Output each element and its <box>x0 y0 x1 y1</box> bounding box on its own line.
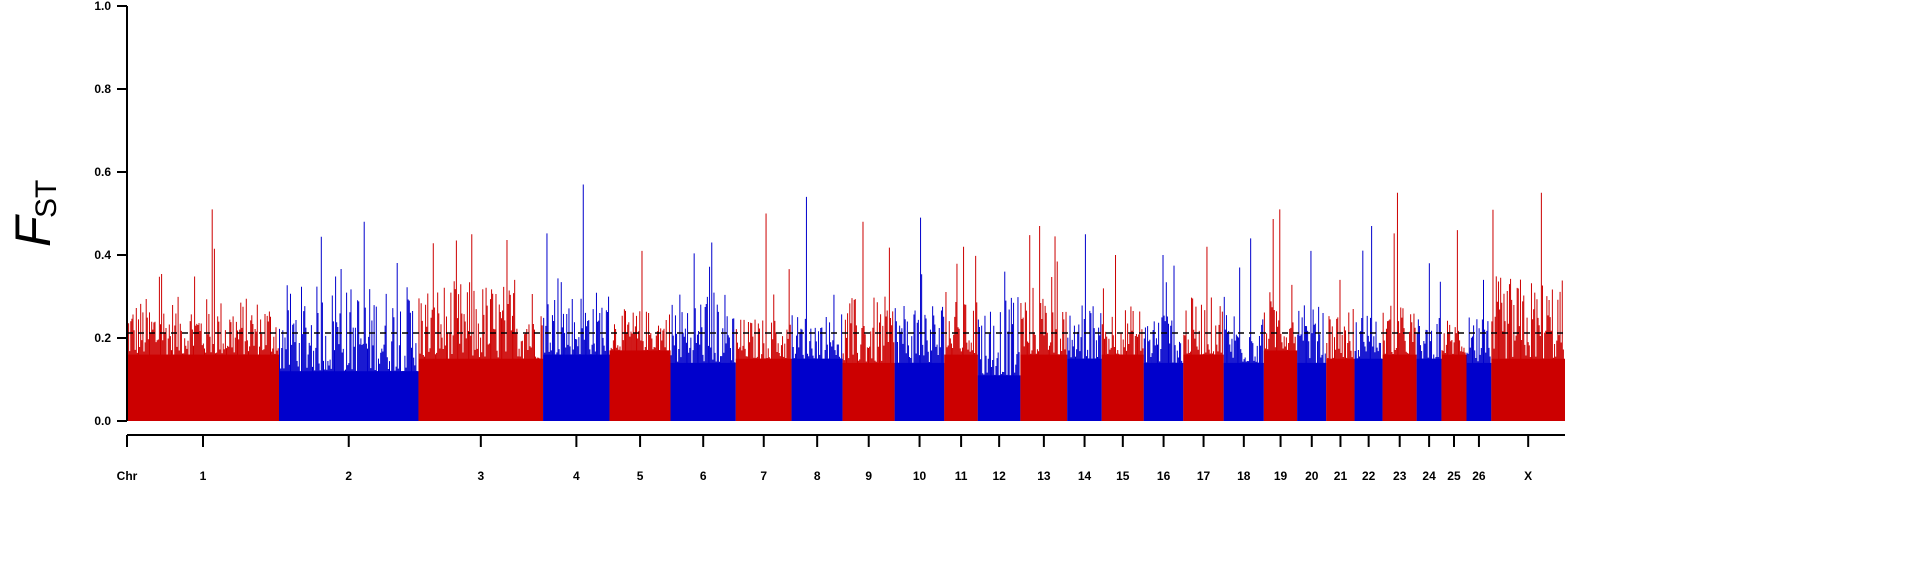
x-tick-label-5: 5 <box>637 469 644 483</box>
x-tick-label-23: 23 <box>1393 469 1407 483</box>
chromosome-15-spikes <box>1101 255 1144 421</box>
y-axis-title-subscript: ST <box>30 180 63 218</box>
chromosome-12-spikes <box>977 271 1020 421</box>
x-tick-label-11: 11 <box>955 469 968 483</box>
chromosome-16-base <box>1143 362 1184 421</box>
chromosome-3-bars <box>418 234 544 421</box>
chromosome-22-bars <box>1354 225 1383 421</box>
x-tick-label-9: 9 <box>865 469 872 483</box>
y-tick-label-4: 0.8 <box>94 82 111 96</box>
x-tick-label-7: 7 <box>760 469 767 483</box>
chromosome-4-spikes <box>543 184 610 421</box>
y-tick-label-1: 0.2 <box>94 331 111 345</box>
chromosome-X-spikes <box>1491 192 1564 421</box>
chromosome-23-spikes <box>1382 192 1416 421</box>
chromosome-10-spikes <box>894 217 945 421</box>
chromosome-6-spikes <box>670 242 736 421</box>
chromosome-X-bars <box>1491 192 1565 421</box>
chromosome-22-spikes <box>1354 225 1383 421</box>
x-tick-label-13: 13 <box>1037 469 1051 483</box>
chromosome-13-spikes <box>1020 225 1067 421</box>
chromosome-2-spikes <box>279 221 418 421</box>
chromosome-4-bars <box>543 184 610 421</box>
x-tick-label-8: 8 <box>814 469 821 483</box>
bars-layer <box>127 184 1565 421</box>
chromosome-1-bars <box>127 209 279 421</box>
x-tick-label-17: 17 <box>1197 469 1211 483</box>
chromosome-7-bars <box>735 213 792 421</box>
y-tick-label-0: 0.0 <box>94 414 111 428</box>
x-tick-label-X: X <box>1524 469 1532 483</box>
chromosome-25-spikes <box>1441 230 1466 421</box>
chromosome-21-bars <box>1326 279 1355 421</box>
x-tick-label-18: 18 <box>1237 469 1251 483</box>
chromosome-5-bars <box>609 250 671 421</box>
x-tick-label-6: 6 <box>700 469 707 483</box>
chromosome-2-bars <box>279 221 419 421</box>
chromosome-9-bars <box>842 221 895 421</box>
chromosome-12-bars <box>977 271 1021 421</box>
y-axis-title-main: F <box>5 214 61 247</box>
chromosome-3-spikes <box>418 234 543 421</box>
x-tick-label-4: 4 <box>573 469 580 483</box>
chromosome-10-bars <box>894 217 945 421</box>
chromosome-23-bars <box>1382 192 1417 421</box>
y-axis-title: F ST <box>5 180 63 247</box>
y-tick-label-5: 1.0 <box>94 0 111 13</box>
chromosome-14-spikes <box>1067 234 1102 421</box>
chromosome-16-bars <box>1143 255 1184 421</box>
x-tick-label-26: 26 <box>1472 469 1486 483</box>
chromosome-8-spikes <box>791 196 843 421</box>
chromosome-26-bars <box>1466 279 1492 421</box>
chromosome-19-bars <box>1263 209 1298 421</box>
chromosome-20-bars <box>1297 250 1327 421</box>
x-tick-label-1: 1 <box>200 469 207 483</box>
x-tick-label-21: 21 <box>1334 469 1348 483</box>
y-tick-label-3: 0.6 <box>94 165 111 179</box>
chromosome-25-bars <box>1441 230 1467 421</box>
x-tick-label-10: 10 <box>913 469 927 483</box>
chromosome-11-bars <box>944 246 978 421</box>
x-tick-label-2: 2 <box>345 469 352 483</box>
chromosome-24-spikes <box>1416 263 1441 421</box>
y-tick-label-2: 0.4 <box>94 248 111 262</box>
x-tick-label-14: 14 <box>1078 469 1092 483</box>
chromosome-14-bars <box>1067 234 1102 421</box>
chromosome-13-bars <box>1020 225 1068 421</box>
chromosome-21-spikes <box>1326 279 1354 421</box>
chromosome-17-spikes <box>1183 246 1223 421</box>
x-tick-label-22: 22 <box>1362 469 1376 483</box>
chromosome-20-spikes <box>1297 250 1326 421</box>
x-tick-label-15: 15 <box>1116 469 1130 483</box>
x-tick-label-16: 16 <box>1157 469 1171 483</box>
chromosome-17-bars <box>1183 246 1224 421</box>
chromosome-16-spikes <box>1143 255 1183 421</box>
x-tick-label-3: 3 <box>477 469 484 483</box>
x-tick-label-25: 25 <box>1447 469 1461 483</box>
chromosome-15-bars <box>1101 255 1144 421</box>
x-axis-label: Chr <box>117 469 138 483</box>
chromosome-11-spikes <box>944 246 978 421</box>
chromosome-8-bars <box>791 196 843 421</box>
chromosome-18-spikes <box>1223 238 1264 421</box>
chromosome-6-bars <box>670 242 736 421</box>
x-tick-label-24: 24 <box>1422 469 1436 483</box>
axes-layer <box>117 5 1565 447</box>
chromosome-19-spikes <box>1263 209 1297 421</box>
x-tick-label-20: 20 <box>1305 469 1319 483</box>
x-tick-label-12: 12 <box>992 469 1006 483</box>
x-tick-label-19: 19 <box>1274 469 1288 483</box>
chromosome-18-bars <box>1223 238 1264 421</box>
chromosome-5-spikes <box>609 250 670 421</box>
chromosome-26-spikes <box>1466 279 1491 421</box>
chromosome-9-spikes <box>842 221 895 421</box>
chromosome-7-spikes <box>735 213 791 421</box>
chromosome-24-bars <box>1416 263 1442 421</box>
